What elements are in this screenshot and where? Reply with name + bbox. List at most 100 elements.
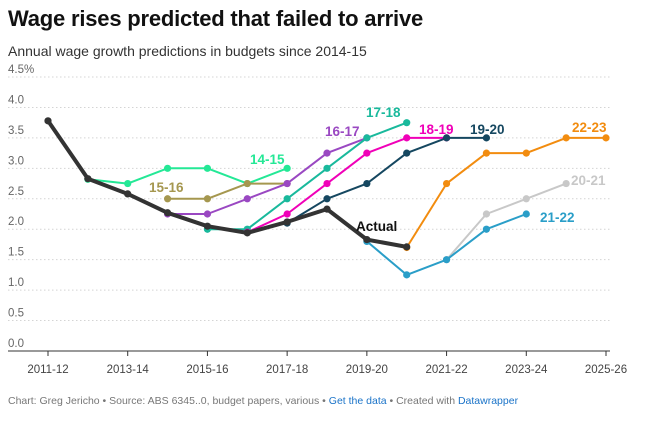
- chart-title: Wage rises predicted that failed to arri…: [8, 6, 424, 31]
- line-chart: 0.0 0.5 1.0 1.5 2.0 2.5 3.0 3.5 4.0 4.5% 2011-12 20…: [8, 64, 627, 376]
- series-label-20-21: 20-21: [571, 173, 606, 188]
- data-point: [363, 134, 371, 142]
- x-tick-label: 2011-12: [27, 364, 68, 376]
- data-point: [283, 210, 291, 218]
- get-data-link[interactable]: Get the data: [328, 395, 387, 407]
- data-point: [283, 195, 291, 203]
- series-22-23: [403, 134, 610, 252]
- chart-subtitle: Annual wage growth predictions in budget…: [8, 43, 367, 59]
- chart-footer: Chart: Greg Jericho • Source: ABS 6345..…: [8, 395, 518, 407]
- series-line: [246, 136, 448, 234]
- data-point: [482, 134, 491, 142]
- data-point: [562, 134, 570, 142]
- x-tick-label: 2019-20: [346, 364, 388, 376]
- series-line: [166, 136, 368, 215]
- datawrapper-link[interactable]: Datawrapper: [457, 395, 519, 407]
- data-point: [363, 149, 371, 157]
- x-tick-label: 2015-16: [186, 364, 228, 376]
- data-point: [124, 190, 132, 198]
- series-line: [405, 136, 607, 249]
- data-point: [403, 243, 411, 251]
- series-line: [166, 182, 289, 200]
- footer-created-with: • Created with: [386, 395, 458, 407]
- data-point: [84, 175, 92, 183]
- y-tick-label: 3.0: [8, 155, 24, 167]
- series-label-17-18: 17-18: [366, 105, 401, 120]
- y-tick-label: 1.5: [8, 247, 24, 259]
- series-label-22-23: 22-23: [572, 120, 607, 135]
- data-point: [403, 134, 411, 142]
- axis-ticks: 0.0 0.5 1.0 1.5 2.0 2.5 3.0 3.5 4.0 4.5% 2011-12 20…: [8, 64, 627, 376]
- series-line: [46, 118, 409, 249]
- y-tick-label: 0.0: [8, 338, 24, 350]
- data-point: [243, 195, 251, 203]
- data-point: [363, 235, 371, 244]
- data-point: [602, 134, 610, 142]
- data-point: [403, 271, 411, 279]
- grid-layer: [8, 76, 610, 352]
- data-point: [482, 210, 491, 218]
- series-line: [206, 121, 408, 231]
- series-line: [86, 167, 289, 185]
- data-point: [442, 179, 451, 188]
- y-tick-label: 2.0: [8, 216, 24, 228]
- series-label-21-22: 21-22: [540, 210, 575, 225]
- data-point: [522, 210, 530, 218]
- data-point: [163, 164, 172, 172]
- data-point: [323, 149, 331, 157]
- x-tick-label: 2021-22: [425, 364, 467, 376]
- series-19-20: [283, 134, 491, 227]
- series-label-Actual: Actual: [356, 219, 397, 234]
- data-point: [203, 210, 212, 218]
- data-point: [363, 179, 371, 188]
- data-point: [124, 179, 132, 188]
- x-tick-label: 2023-24: [505, 364, 548, 376]
- series-line: [286, 136, 488, 225]
- series-21-22: [363, 210, 530, 279]
- data-point: [323, 195, 331, 203]
- series-label-14-15: 14-15: [250, 152, 285, 167]
- data-point: [243, 179, 251, 188]
- data-point: [482, 225, 491, 233]
- y-tick-label: 4.0: [8, 94, 24, 106]
- data-point: [163, 195, 172, 203]
- series-layer: [44, 117, 610, 279]
- data-point: [562, 179, 570, 188]
- series-label-18-19: 18-19: [419, 122, 454, 137]
- data-point: [323, 164, 331, 172]
- data-point: [203, 164, 212, 172]
- data-point: [44, 117, 52, 125]
- data-point: [283, 179, 291, 188]
- data-point: [323, 179, 331, 188]
- y-tick-label: 1.0: [8, 277, 24, 289]
- data-point: [403, 119, 411, 127]
- data-point: [203, 195, 212, 203]
- data-point: [203, 222, 212, 230]
- y-tick-label: 0.5: [8, 308, 24, 320]
- data-point: [403, 149, 411, 157]
- series-Actual: [44, 117, 411, 251]
- series-line: [445, 182, 568, 261]
- series-label-16-17: 16-17: [325, 124, 360, 139]
- series-labels: 14-15 15-16 16-17 17-18 18-19 19-20 20-21 21-22…: [149, 105, 607, 234]
- x-tick-label: 2025-26: [585, 364, 627, 376]
- data-point: [243, 229, 251, 237]
- data-point: [323, 205, 331, 213]
- series-label-19-20: 19-20: [470, 122, 505, 137]
- data-point: [522, 149, 530, 157]
- data-point: [442, 134, 451, 142]
- data-point: [442, 256, 451, 264]
- x-tick-label: 2017-18: [266, 364, 308, 376]
- y-tick-label: 4.5%: [8, 64, 34, 76]
- y-tick-label: 2.5: [8, 186, 24, 198]
- footer-source: Chart: Greg Jericho • Source: ABS 6345..…: [8, 395, 329, 407]
- data-point: [163, 209, 172, 217]
- data-point: [482, 149, 491, 157]
- x-tick-label: 2013-14: [107, 364, 150, 376]
- data-point: [283, 164, 291, 172]
- series-label-15-16: 15-16: [149, 180, 184, 195]
- series-18-19: [243, 134, 451, 236]
- data-point: [283, 218, 291, 226]
- data-point: [522, 195, 530, 203]
- y-tick-label: 3.5: [8, 125, 24, 137]
